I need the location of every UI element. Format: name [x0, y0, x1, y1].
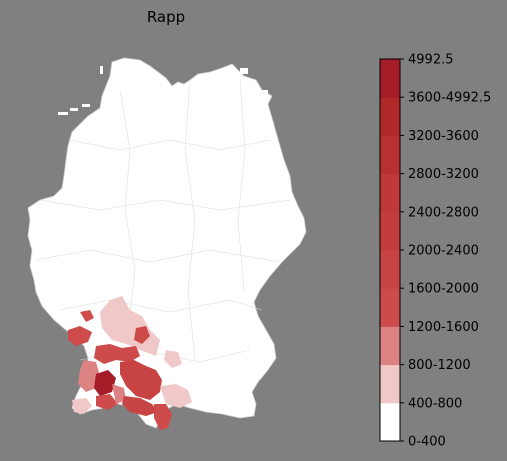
region-schwarzwald-west [78, 360, 100, 392]
district-borders [35, 79, 291, 363]
region-allgaeu [154, 404, 172, 430]
colorbar-bin-0 [380, 402, 400, 442]
colorbar-bin-5 [380, 211, 400, 251]
colorbar-tick-label: 3200-3600 [408, 129, 479, 144]
colorbar-tick-label: 2800-3200 [408, 167, 479, 182]
colorbar-tick-label: 800-1200 [408, 358, 471, 373]
region-east-pink [164, 350, 182, 368]
colorbar-bin-1 [380, 364, 400, 404]
region-bodensee-west [112, 384, 126, 404]
region-hohenlohe [134, 326, 150, 344]
region-stuttgart [120, 360, 162, 400]
colorbar-tick-label: 4992.5 [408, 53, 454, 68]
colorbar-bin-3 [380, 288, 400, 327]
colorbar-tick-label: 1600-2000 [408, 282, 479, 297]
colorbar-tick-label: 0-400 [408, 435, 446, 450]
colorbar-bin-7 [380, 135, 400, 175]
region-schwarzwald-south [72, 398, 92, 414]
germany-outline [27, 57, 307, 429]
region-ulm [160, 384, 192, 408]
map-title: Rapp [146, 8, 186, 26]
colorbar-tick-label: 2400-2800 [408, 205, 479, 220]
colorbar-segments [380, 59, 400, 442]
region-oberschwaben [122, 396, 158, 416]
north-sea-islands [58, 66, 268, 115]
shaded-districts [68, 296, 192, 430]
region-baar [96, 394, 118, 410]
colorbar-tick-label: 3600-4992.5 [408, 91, 491, 106]
colorbar-tick-label: 1200-1600 [408, 320, 479, 335]
region-pfalz-small [80, 310, 94, 322]
colorbar-ticks: 0-400 400-800 800-1200 1200-1600 1600-2000 20… [400, 53, 491, 450]
colorbar-bin-6 [380, 173, 400, 213]
region-neckar [94, 344, 140, 364]
region-pfalz-saar [68, 326, 92, 346]
region-schwarzwald-mitte [94, 370, 116, 396]
colorbar-bin-2 [380, 326, 400, 366]
colorbar-bin-8 [380, 97, 400, 136]
colorbar-tick-label: 400-800 [408, 396, 462, 411]
colorbar-tick-label: 2000-2400 [408, 244, 479, 259]
colorbar-bin-4 [380, 250, 400, 289]
colorbar-bin-9 [380, 59, 400, 98]
